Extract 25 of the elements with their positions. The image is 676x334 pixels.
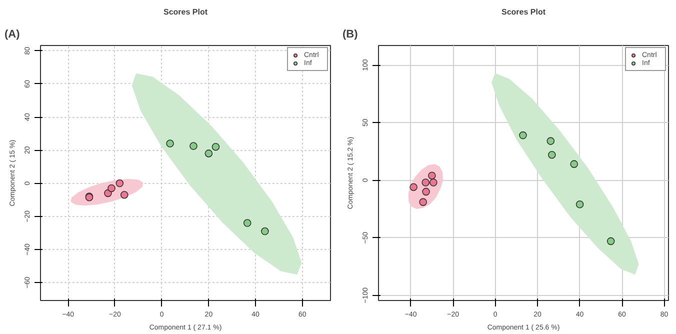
- text: (A): [4, 28, 20, 40]
- chart-title: Scores Plot: [501, 8, 546, 16]
- point: [243, 219, 252, 227]
- point: [430, 178, 438, 186]
- text: (B): [342, 28, 358, 40]
- point: [120, 190, 128, 199]
- point: [548, 150, 556, 159]
- point: [116, 179, 124, 188]
- point: [428, 172, 436, 180]
- point: [410, 183, 418, 191]
- point: [204, 150, 213, 158]
- point: [576, 200, 584, 208]
- point: [546, 137, 555, 145]
- point: [519, 131, 527, 140]
- point: [108, 184, 116, 192]
- chart-title: Scores Plot: [163, 8, 208, 16]
- point: [570, 160, 578, 168]
- point: [422, 188, 430, 196]
- point: [606, 237, 615, 246]
- point: [190, 142, 198, 150]
- point: [166, 140, 174, 148]
- point: [422, 178, 430, 186]
- point: [261, 227, 269, 236]
- point: [419, 198, 427, 206]
- point: [212, 142, 220, 151]
